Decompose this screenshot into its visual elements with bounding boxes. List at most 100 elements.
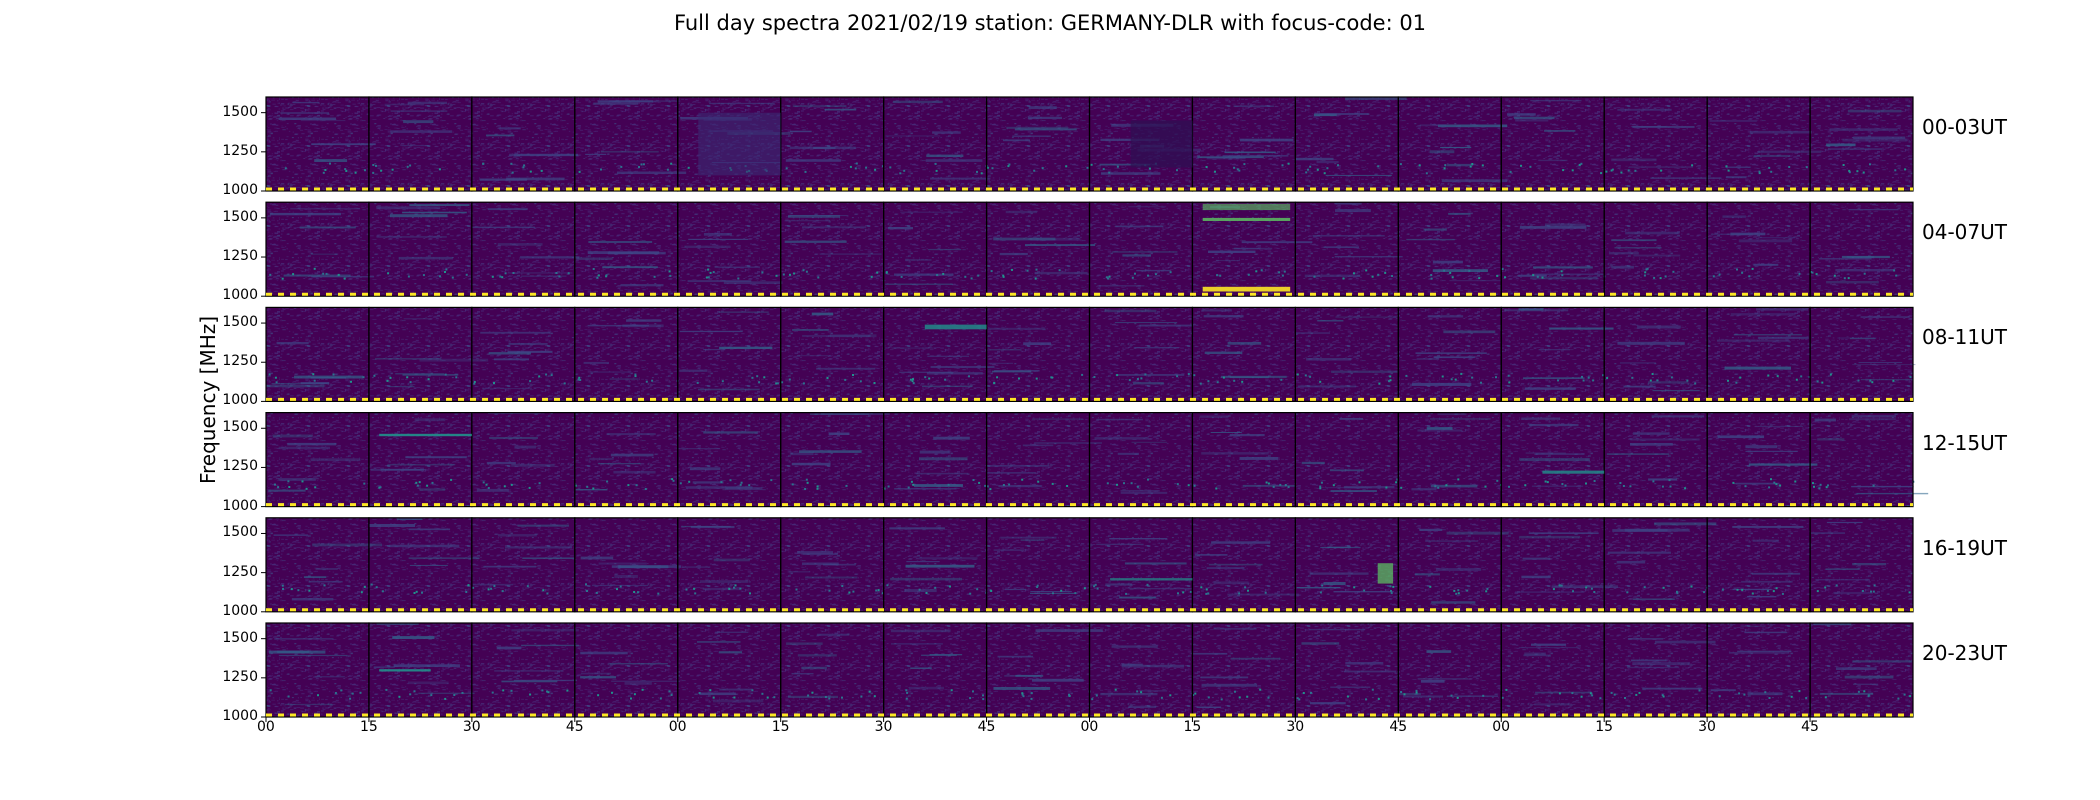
signal-pixel [1095, 694, 1098, 697]
signal-pixel [1862, 171, 1865, 174]
signal-pixel [1532, 274, 1535, 277]
spectral-streak [1648, 478, 1677, 481]
y-tick-label: 1500 [222, 103, 258, 120]
spectral-streak [616, 171, 687, 174]
signal-pixel [444, 373, 447, 376]
x-tick-label: 30 [1286, 719, 1305, 735]
signal-pixel [925, 592, 928, 594]
spectral-streak [1616, 560, 1646, 564]
spectral-streak [1115, 374, 1185, 376]
signal-pixel [707, 276, 710, 279]
signal-pixel [1444, 164, 1447, 167]
signal-pixel [1125, 592, 1128, 595]
signal-pixel [510, 483, 513, 486]
spectral-streak [1654, 640, 1716, 644]
spectral-streak [816, 633, 850, 636]
signal-pixel [1353, 586, 1356, 589]
signal-pixel [1773, 481, 1776, 484]
spectral-streak [590, 371, 631, 373]
spectral-streak [1448, 212, 1471, 215]
spectral-streak [419, 488, 446, 491]
spectral-streak [1717, 435, 1765, 439]
spectral-streak [787, 215, 841, 218]
signal-pixel [542, 589, 545, 592]
signal-pixel [640, 163, 643, 166]
signal-pixel [1284, 484, 1287, 486]
spectral-streak [414, 418, 446, 422]
y-tick-label: 1500 [222, 629, 258, 646]
signal-pixel [1259, 688, 1262, 691]
spectral-streak [784, 220, 831, 222]
spectral-streak [1617, 341, 1685, 345]
signal-pixel [1114, 688, 1117, 691]
spectral-streak [1034, 442, 1103, 444]
spectral-streak [380, 469, 425, 471]
signal-pixel [472, 586, 475, 589]
spectral-streak [1826, 281, 1879, 284]
signal-pixel [721, 380, 724, 383]
spectral-streak [1446, 531, 1509, 535]
signal-pixel [1207, 592, 1210, 595]
spectral-streak [697, 641, 741, 643]
signal-pixel [668, 270, 671, 273]
x-tick-label: 30 [874, 719, 893, 735]
signal-pixel [1136, 690, 1139, 693]
signal-pixel [1619, 482, 1622, 484]
spectral-streak [1819, 258, 1872, 260]
signal-pixel [538, 482, 541, 485]
spectral-streak [1215, 260, 1240, 262]
spectral-streak [1105, 583, 1133, 586]
spectral-streak [1224, 151, 1276, 154]
spectral-streak [1819, 692, 1874, 695]
spectral-streak [493, 358, 530, 361]
signal-pixel [1585, 482, 1587, 485]
signal-pixel [1238, 592, 1241, 595]
spectral-streak [1196, 706, 1222, 708]
spectral-streak [407, 681, 449, 685]
signal-pixel [387, 272, 390, 275]
signal-pixel [1035, 377, 1038, 380]
spectral-streak [919, 450, 950, 454]
spectral-streak [1112, 251, 1178, 253]
spectral-streak [1637, 325, 1681, 329]
signal-pixel [1894, 169, 1897, 172]
signal-pixel [312, 373, 315, 376]
spectral-streak [1426, 650, 1452, 653]
signal-pixel [1246, 695, 1249, 698]
spectral-streak [1519, 458, 1590, 462]
spectral-streak [1525, 452, 1566, 454]
signal-pixel [389, 376, 392, 379]
spectral-streak [1419, 124, 1447, 127]
spectral-streak [1608, 252, 1639, 255]
spectral-streak [311, 143, 376, 146]
spectral-streak [1757, 150, 1822, 153]
spectral-streak [299, 226, 356, 229]
spectral-streak [1521, 575, 1551, 579]
spectral-streak [310, 458, 361, 462]
spectral-streak [1549, 327, 1614, 330]
signal-pixel [1450, 378, 1453, 381]
spectral-streak [1136, 269, 1172, 272]
signal-pixel [1094, 583, 1097, 586]
signal-pixel [351, 692, 354, 695]
spectral-streak [387, 463, 455, 466]
signal-pixel [1034, 277, 1037, 280]
spectral-streak [1531, 485, 1584, 487]
spectral-streak [373, 666, 395, 668]
spectral-streak [786, 642, 823, 645]
spectral-streak [1753, 263, 1779, 266]
signal-pixel [709, 271, 712, 274]
signal-pixel [287, 695, 290, 698]
signal-pixel [1389, 375, 1392, 378]
spectral-streak [679, 369, 708, 372]
spectral-streak [1538, 159, 1568, 162]
signal-pixel [1482, 694, 1485, 697]
spectral-streak [1210, 432, 1242, 433]
spectral-streak [1096, 418, 1143, 421]
signal-pixel [1283, 270, 1286, 273]
signal-pixel [1662, 586, 1665, 589]
signal-pixel [1081, 373, 1084, 376]
spectral-streak [1213, 627, 1257, 630]
signal-feature [1202, 286, 1291, 292]
spectral-streak [894, 488, 957, 490]
